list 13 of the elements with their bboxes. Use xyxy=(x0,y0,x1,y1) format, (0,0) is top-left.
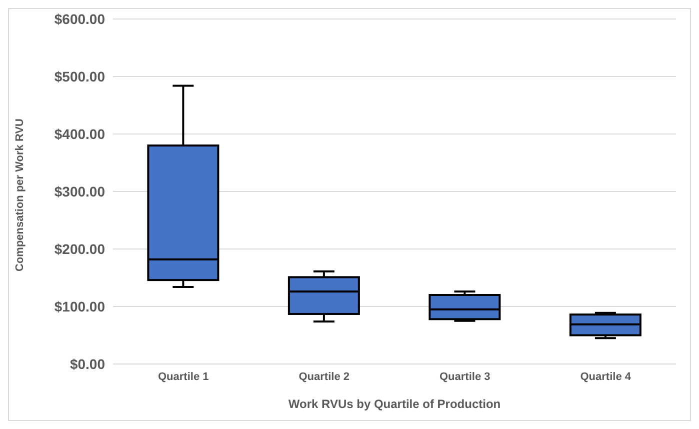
y-axis-title: Compensation per Work RVU xyxy=(14,118,26,272)
x-tick-label: Quartile 4 xyxy=(580,370,632,383)
y-tick-label: $300.00 xyxy=(54,183,106,200)
y-tick-label: $0.00 xyxy=(70,356,106,372)
y-tick-label: $200.00 xyxy=(54,240,106,257)
x-tick-label: Quartile 1 xyxy=(158,370,209,383)
y-tick-label: $100.00 xyxy=(54,298,106,314)
x-tick-label: Quartile 3 xyxy=(440,370,490,383)
y-tick-label: $400.00 xyxy=(54,126,106,142)
x-tick-label: Quartile 2 xyxy=(298,370,350,383)
y-tick-label: $500.00 xyxy=(54,68,106,84)
y-tick-label: $600.00 xyxy=(54,10,106,27)
x-axis-title: Work RVUs by Quartile of Production xyxy=(288,397,501,411)
